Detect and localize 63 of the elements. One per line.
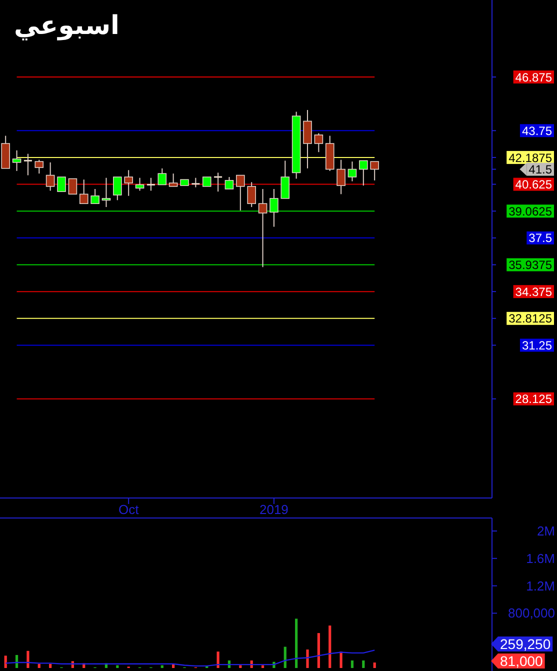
candlestick [359, 160, 368, 186]
y-tick-label: 46.875 [515, 70, 552, 84]
candlestick [90, 188, 100, 204]
y-tick-label: 34.375 [515, 284, 552, 299]
candlestick [23, 153, 33, 176]
candlestick [213, 172, 223, 192]
bar [306, 650, 309, 668]
y-tick-label: 800,000 [508, 606, 555, 621]
candlestick [336, 159, 346, 195]
bar [49, 664, 52, 668]
y-tick-label: 1.6M [526, 550, 555, 566]
bar [216, 652, 220, 668]
bar [38, 664, 40, 668]
candlestick [190, 177, 200, 188]
candlestick [270, 188, 278, 228]
bar [26, 650, 30, 668]
candlestick [236, 174, 245, 211]
y-tick-label: 43.75 [522, 124, 552, 138]
y-tick-label: 32.8125 [508, 312, 552, 326]
text: اسبوعي [14, 11, 120, 41]
y-tick-label: 31.25 [522, 338, 552, 353]
y-tick-label: 35.9375 [508, 258, 552, 272]
x-tick-label: 2019 [259, 502, 288, 517]
bar [295, 618, 298, 668]
y-tick-label: 37.5 [528, 231, 552, 246]
candlestick [258, 188, 268, 268]
candlestick [79, 179, 88, 204]
y-tick-label: 42.1875 [508, 150, 552, 165]
bar [362, 660, 365, 668]
y-tick-label: 2M [536, 524, 555, 539]
candlestick [113, 176, 122, 201]
candlestick [146, 177, 156, 192]
y-tick-label: 40.625 [515, 178, 552, 192]
bar [350, 660, 354, 668]
candlestick [68, 178, 78, 195]
candlestick [224, 176, 234, 190]
candlestick [34, 159, 44, 174]
candlestick [247, 182, 256, 208]
y-tick-label: 28.125 [515, 392, 552, 406]
candlestick [46, 162, 55, 192]
candlestick [314, 132, 324, 153]
y-tick-label: 1.2M [526, 578, 555, 594]
y-tick-label: 39.0625 [508, 204, 552, 218]
candlestick [303, 110, 312, 169]
candlestick [57, 176, 66, 192]
x-tick-label: Oct [118, 502, 140, 517]
candlestick [370, 161, 379, 181]
candlestick [102, 177, 111, 208]
bar [340, 652, 342, 668]
line-series [4, 650, 376, 667]
candlestick [158, 168, 167, 186]
bar [373, 662, 376, 668]
y-tick-label: 41.5 [528, 162, 552, 177]
candlestick [348, 161, 357, 182]
bar [317, 633, 320, 668]
bar [328, 626, 332, 668]
candlestick [124, 170, 133, 196]
candlestick [280, 160, 290, 199]
candlestick [202, 176, 212, 187]
bar [4, 656, 7, 668]
candlestick [12, 150, 22, 172]
candlestick [135, 177, 144, 192]
candlestick [168, 173, 178, 187]
